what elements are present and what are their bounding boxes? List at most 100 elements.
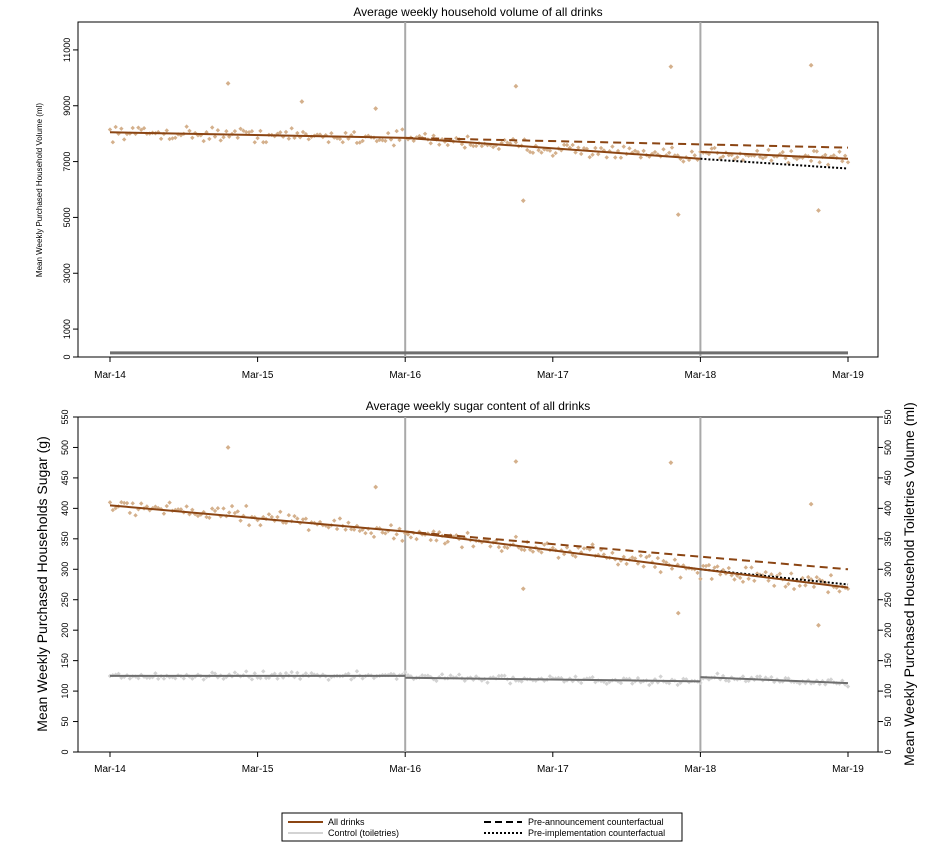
drinks-weekly-point (615, 148, 621, 154)
drinks-weekly-point (139, 501, 144, 506)
y-tick-label: 150 (60, 653, 70, 668)
y-tick-label: 350 (60, 531, 70, 546)
drinks-outlier-point (520, 198, 526, 204)
control-weekly-point (763, 675, 768, 680)
drinks-weekly-point (550, 153, 555, 159)
drinks-weekly-point (675, 562, 680, 567)
drinks-weekly-point (584, 545, 590, 551)
drinks-weekly-point (442, 541, 448, 546)
control-weekly-point (647, 682, 652, 688)
drinks-weekly-point (252, 140, 257, 145)
drinks-weekly-point (564, 142, 570, 148)
drinks-weekly-point (652, 564, 658, 570)
drinks-weekly-point (371, 534, 377, 540)
drinks-weekly-point (621, 144, 626, 149)
drinks-weekly-point (763, 154, 768, 159)
drinks-weekly-point (689, 149, 695, 154)
drinks-weekly-point (255, 135, 260, 141)
control-weekly-point (559, 675, 564, 681)
drinks-weekly-point (175, 507, 181, 512)
drinks-weekly-point (666, 150, 672, 156)
drinks-weekly-point (766, 578, 771, 583)
drinks-weekly-point (227, 134, 232, 139)
control-weekly-point (303, 671, 309, 676)
control-weekly-point (420, 673, 425, 678)
drinks-weekly-point (422, 131, 428, 136)
drinks-weekly-point (244, 503, 249, 509)
drinks-weekly-point (513, 534, 519, 539)
drinks-weekly-point (343, 130, 348, 136)
drinks-outlier-point (675, 610, 681, 616)
drinks-weekly-point (249, 129, 255, 134)
control-weekly-point (315, 672, 320, 677)
drinks-weekly-point (218, 514, 223, 519)
drinks-weekly-point (701, 563, 706, 569)
drinks-weekly-point (300, 129, 306, 135)
drinks-weekly-point (703, 563, 709, 569)
drinks-weekly-point (204, 514, 209, 520)
drinks-weekly-point (578, 151, 584, 157)
drinks-weekly-point (283, 129, 289, 135)
drinks-weekly-point (550, 545, 555, 551)
y-tick-label: 7000 (62, 152, 72, 172)
y-right-tick-label: 500 (883, 440, 893, 455)
drinks-weekly-point (641, 148, 646, 154)
drinks-weekly-point (337, 136, 343, 142)
drinks-weekly-point (726, 565, 731, 571)
drinks-weekly-point (593, 145, 598, 151)
control-weekly-point (275, 676, 280, 681)
drinks-weekly-point (718, 155, 723, 161)
drinks-weekly-point (490, 144, 496, 150)
drinks-weekly-point (729, 573, 734, 578)
drinks-weekly-point (184, 504, 189, 509)
drinks-weekly-point (164, 128, 169, 133)
drinks-weekly-point (763, 569, 768, 575)
drinks-weekly-point (258, 128, 263, 134)
drinks-weekly-point (368, 530, 374, 536)
drinks-weekly-point (570, 142, 575, 148)
drinks-weekly-point (587, 547, 592, 552)
drinks-weekly-point (519, 547, 524, 552)
drinks-weekly-point (803, 583, 808, 588)
x-tick-label: Mar-16 (389, 764, 421, 775)
drinks-weekly-point (167, 500, 172, 505)
drinks-weekly-point (380, 138, 385, 143)
control-trend-line (700, 676, 849, 685)
drinks-weekly-point (127, 510, 133, 516)
drinks-weekly-point (672, 557, 678, 562)
drinks-outlier-point (373, 106, 379, 111)
drinks-weekly-point (329, 130, 334, 136)
drinks-weekly-point (610, 550, 615, 556)
drinks-weekly-point (635, 149, 641, 155)
drinks-weekly-point (692, 153, 697, 158)
drinks-weekly-point (334, 526, 340, 532)
drinks-weekly-point (794, 156, 800, 162)
drinks-weekly-point (414, 536, 419, 542)
drinks-weekly-point (502, 544, 507, 550)
drinks-weekly-point (283, 520, 289, 526)
legend-all-drinks: All drinks (328, 817, 365, 827)
drinks-weekly-point (752, 153, 757, 158)
drinks-weekly-point (823, 152, 828, 158)
y-right-tick-label: 100 (883, 684, 893, 699)
drinks-weekly-point (337, 516, 343, 521)
drinks-weekly-point (808, 158, 814, 164)
drinks-weekly-point (351, 527, 357, 532)
control-weekly-point (547, 674, 553, 679)
drinks-weekly-point (286, 512, 292, 518)
drinks-weekly-point (547, 148, 553, 153)
control-weekly-point (249, 677, 255, 682)
drinks-weekly-point (789, 148, 794, 154)
drinks-weekly-point (831, 584, 837, 590)
drinks-weekly-point (130, 501, 135, 506)
control-weekly-point (510, 675, 516, 680)
drinks-weekly-point (408, 535, 414, 540)
drinks-weekly-point (780, 149, 785, 155)
drinks-weekly-point (130, 125, 135, 131)
control-weekly-point (195, 672, 201, 677)
drinks-weekly-point (156, 505, 161, 511)
control-weekly-point (326, 677, 331, 683)
control-weekly-point (681, 676, 686, 682)
control-weekly-point (769, 674, 774, 680)
